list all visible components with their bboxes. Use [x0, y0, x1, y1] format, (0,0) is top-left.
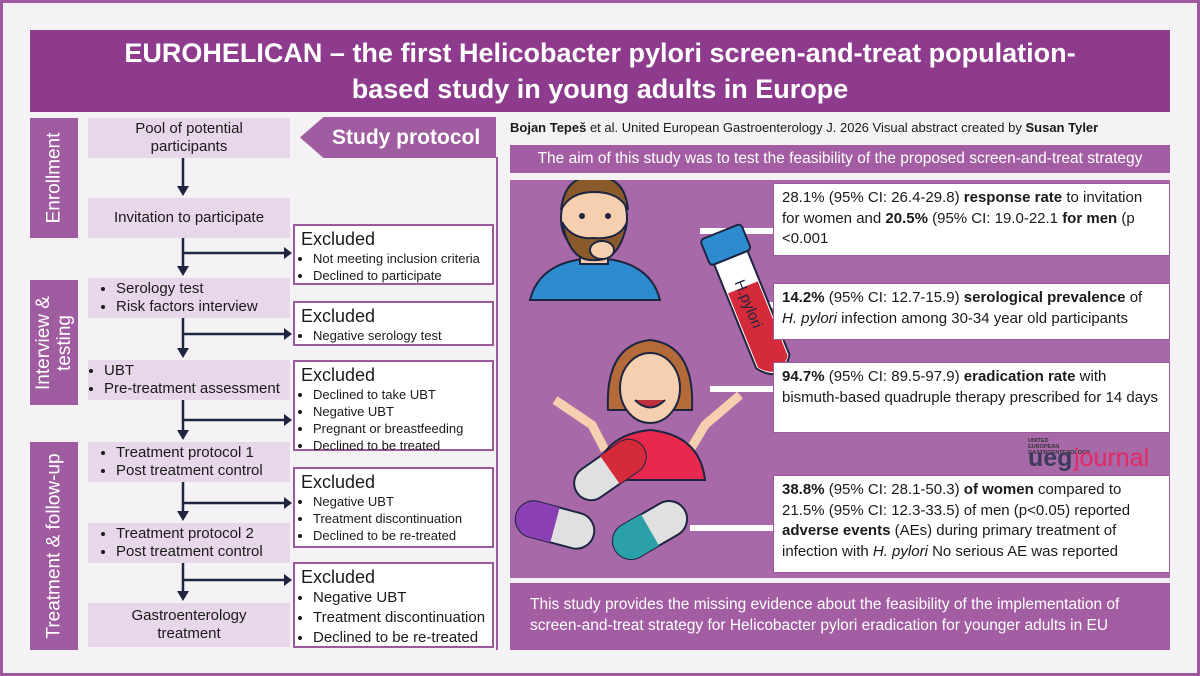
arrows — [177, 157, 498, 650]
flow-step: Pool of potential participants — [88, 118, 290, 158]
text: H. pylori — [872, 542, 928, 560]
text: eradication rate — [963, 368, 1076, 385]
text: with bismuth-based quadruple therapy pre… — [782, 368, 1159, 406]
excluded-item: Treatment discontinuation — [313, 510, 486, 527]
text: serological prevalence — [963, 289, 1126, 306]
text: 20.5% — [885, 209, 928, 227]
excluded-item: Declined to take UBT — [313, 386, 486, 403]
flow-step: Treatment protocol 1Post treatment contr… — [88, 442, 290, 482]
excluded-item: Negative UBT — [313, 403, 486, 420]
logo-journal: journal — [1074, 444, 1150, 472]
logo-small: UNITED EUROPEAN GASTROENTEROLOGY — [1028, 438, 1091, 456]
illustration: H.pylori — [514, 180, 791, 560]
text: 94.7% — [782, 368, 825, 385]
text: of women — [963, 481, 1034, 498]
text: adverse events — [782, 522, 891, 539]
excluded-item: Declined to be re-treated — [313, 628, 486, 648]
excluded-item: Declined to be treated — [313, 437, 486, 454]
finding: 38.8% (95% CI: 28.1-50.3) of women compa… — [773, 475, 1170, 573]
excluded-box: ExcludedDeclined to take UBTNegative UBT… — [293, 360, 494, 454]
flow-text: Gastroenterology treatment — [131, 607, 247, 642]
flow-text: Post treatment control — [116, 543, 290, 561]
text: response rate — [963, 189, 1063, 206]
flow-text: Treatment protocol 2 — [116, 525, 290, 543]
excluded-item: Treatment discontinuation — [313, 608, 486, 628]
text: 28.1% (95% CI: 26.4-29.8) — [782, 189, 964, 206]
text: (95% CI: 89.5-97.9) — [824, 368, 964, 385]
excluded-heading: Excluded — [301, 567, 376, 587]
text: compared to 21.5% (95% CI: 12.3-33.5) of… — [782, 481, 1131, 519]
text: infection among 30-34 year old participa… — [837, 309, 1129, 327]
text: (AEs) during primary treatment of infect… — [782, 522, 1117, 560]
excluded-item: Pregnant or breastfeeding — [313, 420, 486, 437]
excluded-heading: Excluded — [301, 472, 376, 492]
journal-logo: UNITED EUROPEAN GASTROENTEROLOGY ueg jou… — [1028, 438, 1168, 472]
excluded-box: ExcludedNot meeting inclusion criteriaDe… — [293, 224, 494, 285]
excluded-item: Declined to be re-treated — [313, 527, 486, 544]
flow-step: Gastroenterology treatment — [88, 603, 290, 647]
text: (95% CI: 12.7-15.9) — [824, 289, 964, 306]
text: of — [1125, 289, 1143, 306]
text: No serious AE was reported — [927, 542, 1118, 560]
conclusion: This study provides the missing evidence… — [510, 583, 1170, 650]
flow-text: Serology test — [116, 280, 290, 298]
excluded-item: Negative UBT — [313, 493, 486, 510]
text: 14.2% — [782, 289, 825, 306]
text: H. pylori — [782, 309, 838, 327]
excluded-box: ExcludedNegative UBTTreatment discontinu… — [293, 562, 494, 648]
credit: Bojan Tepeš et al. United European Gastr… — [510, 120, 1170, 135]
title: EUROHELICAN – the first Helicobacter pyl… — [30, 30, 1170, 112]
flow-step: Treatment protocol 2Post treatment contr… — [88, 523, 290, 563]
excluded-item: Declined to participate — [313, 267, 486, 284]
excluded-heading: Excluded — [301, 229, 376, 249]
text: (p <0.001 — [782, 209, 1135, 248]
excluded-item: Not meeting inclusion criteria — [313, 250, 486, 267]
excluded-heading: Excluded — [301, 365, 376, 385]
excluded-box: ExcludedNegative UBTTreatment discontinu… — [293, 467, 494, 548]
illustrator: Susan Tyler — [1025, 120, 1099, 135]
flow-step: Invitation to participate — [88, 198, 290, 238]
stage: Interview & testing — [30, 280, 78, 405]
flow-text: Invitation to participate — [113, 209, 265, 226]
aim: The aim of this study was to test the fe… — [510, 145, 1170, 173]
flow-step: UBTPre-treatment assessment — [88, 360, 290, 400]
citation: et al. United European Gastroenterology … — [586, 120, 1026, 135]
text: for men — [1062, 209, 1118, 227]
flow-step: Serology testRisk factors interview — [88, 278, 290, 318]
flow-text: Pre-treatment assessment — [104, 380, 290, 398]
text: 38.8% — [782, 481, 825, 498]
study-protocol: Study protocol — [300, 117, 496, 158]
flow-text: Risk factors interview — [116, 298, 290, 316]
stage: Treatment & follow-up — [30, 442, 78, 650]
author: Bojan Tepeš — [510, 120, 587, 135]
excluded-box: ExcludedNegative serology test — [293, 301, 494, 346]
text: to invitation for women and — [782, 189, 1143, 227]
stage: Enrollment — [30, 118, 78, 238]
excluded-heading: Excluded — [301, 306, 376, 326]
excluded-item: Negative serology test — [313, 327, 486, 344]
finding: 94.7% (95% CI: 89.5-97.9) eradication ra… — [773, 362, 1170, 433]
flow-text: Pool of potential participants — [135, 120, 243, 155]
flow-text: Treatment protocol 1 — [116, 444, 290, 462]
finding: 14.2% (95% CI: 12.7-15.9) serological pr… — [773, 283, 1170, 340]
finding: 28.1% (95% CI: 26.4-29.8) response rate … — [773, 183, 1170, 256]
flow-text: UBT — [104, 362, 290, 380]
flow-text: Post treatment control — [116, 462, 290, 480]
text: (95% CI: 19.0-22.1 — [927, 209, 1063, 227]
logo-ueg: ueg — [1028, 444, 1073, 472]
text: (95% CI: 28.1-50.3) — [824, 481, 964, 498]
excluded-item: Negative UBT — [313, 588, 486, 608]
